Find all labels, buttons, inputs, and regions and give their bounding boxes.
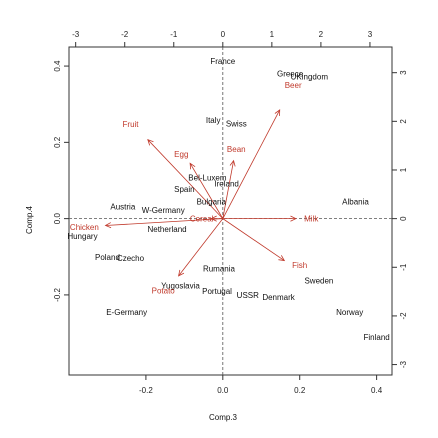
right-tick-label-3: 3 [399,70,408,75]
x-tick-label-0-2: -0.2 [139,386,153,395]
y-tick-label-0-2: 0.2 [53,136,62,148]
right-tick-label-1: 1 [399,167,408,172]
vector-potato [178,218,224,277]
right-axis: -3 -2 -1 0 1 2 3 [392,70,408,368]
vector-arrowhead-chicken [104,222,112,229]
variable-label-bean: Bean [227,145,246,154]
vector-arrowhead-beer [274,109,281,116]
right-tick-label-2: 2 [399,119,408,124]
vector-arrowhead-milk [290,215,297,222]
variable-label-fish: Fish [292,261,307,270]
vector-shaft-beer [222,109,281,219]
observation-denmark: Denmark [262,293,295,302]
vector-milk [222,215,297,222]
observation-finland: Finland [363,333,389,342]
observation-albania: Albania [342,197,369,206]
observation-poland: Poland [95,253,120,262]
observation-france: France [210,57,235,66]
plot-frame [68,46,393,376]
top-tick-label-0: 0 [221,30,226,39]
vector-arrowhead-cereal [210,215,217,222]
y-axis-title: Comp.4 [25,205,34,234]
variable-vectors [104,109,297,277]
y-tick-label-0-4: 0.4 [53,60,62,72]
vector-arrowhead-fish [278,255,286,262]
vector-egg [189,162,224,219]
top-tick-label-1: -1 [170,30,178,39]
x-axis-title: Comp.3 [209,413,238,422]
vector-fruit [147,139,224,219]
vector-shaft-potato [178,218,224,277]
observation-w-germany: W-Germany [142,206,185,215]
x-tick-label-0-0: 0.0 [217,386,229,395]
variable-label-beer: Beer [285,81,302,90]
observation-ukingdom: UKingdom [291,72,329,81]
observation-bulgaria: Bulgaria [197,197,227,206]
vector-bean [222,159,236,219]
top-tick-label-1: 1 [270,30,275,39]
observation-sweden: Sweden [304,276,333,285]
x-tick-label-0-2: 0.2 [294,386,306,395]
variable-label-fruit: Fruit [123,120,140,129]
observation-rumania: Rumania [203,265,236,274]
observation-spain: Spain [174,185,194,194]
vector-shaft-egg [189,163,224,219]
observation-greece: Greece [277,70,304,79]
top-tick-label-2: 2 [319,30,324,39]
y-tick-label-0-0: 0.0 [53,213,62,225]
observation-italy: Italy [206,116,221,125]
observation-bel-luxem: Bel-Luxem [188,173,227,182]
variable-label-cereal: Cereal [190,215,214,224]
observation-swiss: Swiss [226,119,247,128]
vector-shaft-fruit [147,139,224,219]
x-tick-label-0-4: 0.4 [371,386,383,395]
variable-label-egg: Egg [174,150,188,159]
right-tick-label-0: 0 [399,216,408,221]
vector-arrowhead-potato [178,269,185,277]
variable-label-chicken: Chicken [70,223,99,232]
variable-labels: Fruit Egg Bean Beer Milk Cereal Chicken Fish Pot… [70,81,319,295]
observation-hungary: Hungary [67,232,97,241]
right-tick-label-3: -3 [399,360,408,368]
bottom-axis: -0.2 0.0 0.2 0.4 [139,375,383,395]
vector-fish [222,218,286,262]
observation-ireland: Ireland [214,180,238,189]
right-tick-label-1: -1 [399,263,408,271]
vector-shaft-bean [222,160,234,219]
observation-yugoslavia: Yugoslavia [161,281,200,290]
vector-arrowhead-fruit [147,139,154,146]
top-tick-label-3: 3 [368,30,373,39]
left-axis: -0.2 0.0 0.2 0.4 [53,60,69,302]
vector-beer [222,109,281,219]
observation-ussr: USSR [237,291,259,300]
observation-netherland: Netherland [147,225,186,234]
top-tick-label-3: -3 [72,30,80,39]
right-tick-label-2: -2 [399,312,408,320]
observation-norway: Norway [336,308,363,317]
observation-austria: Austria [110,202,135,211]
vector-arrowhead-bean [229,159,236,167]
observation-portugal: Portugal [202,287,232,296]
observation-e-germany: E-Germany [106,308,147,317]
variable-label-milk: Milk [304,215,319,224]
vector-shaft-chicken [105,218,223,226]
top-axis: -3 -2 -1 0 1 2 3 [72,30,373,47]
y-tick-label-0-2: -0.2 [53,287,62,301]
observation-czecho: Czecho [117,254,145,263]
variable-label-potato: Potato [152,286,176,295]
vector-shaft-fish [222,218,285,261]
vector-arrowhead-egg [189,162,196,170]
top-tick-label-2: -2 [121,30,129,39]
vector-chicken [104,218,223,229]
